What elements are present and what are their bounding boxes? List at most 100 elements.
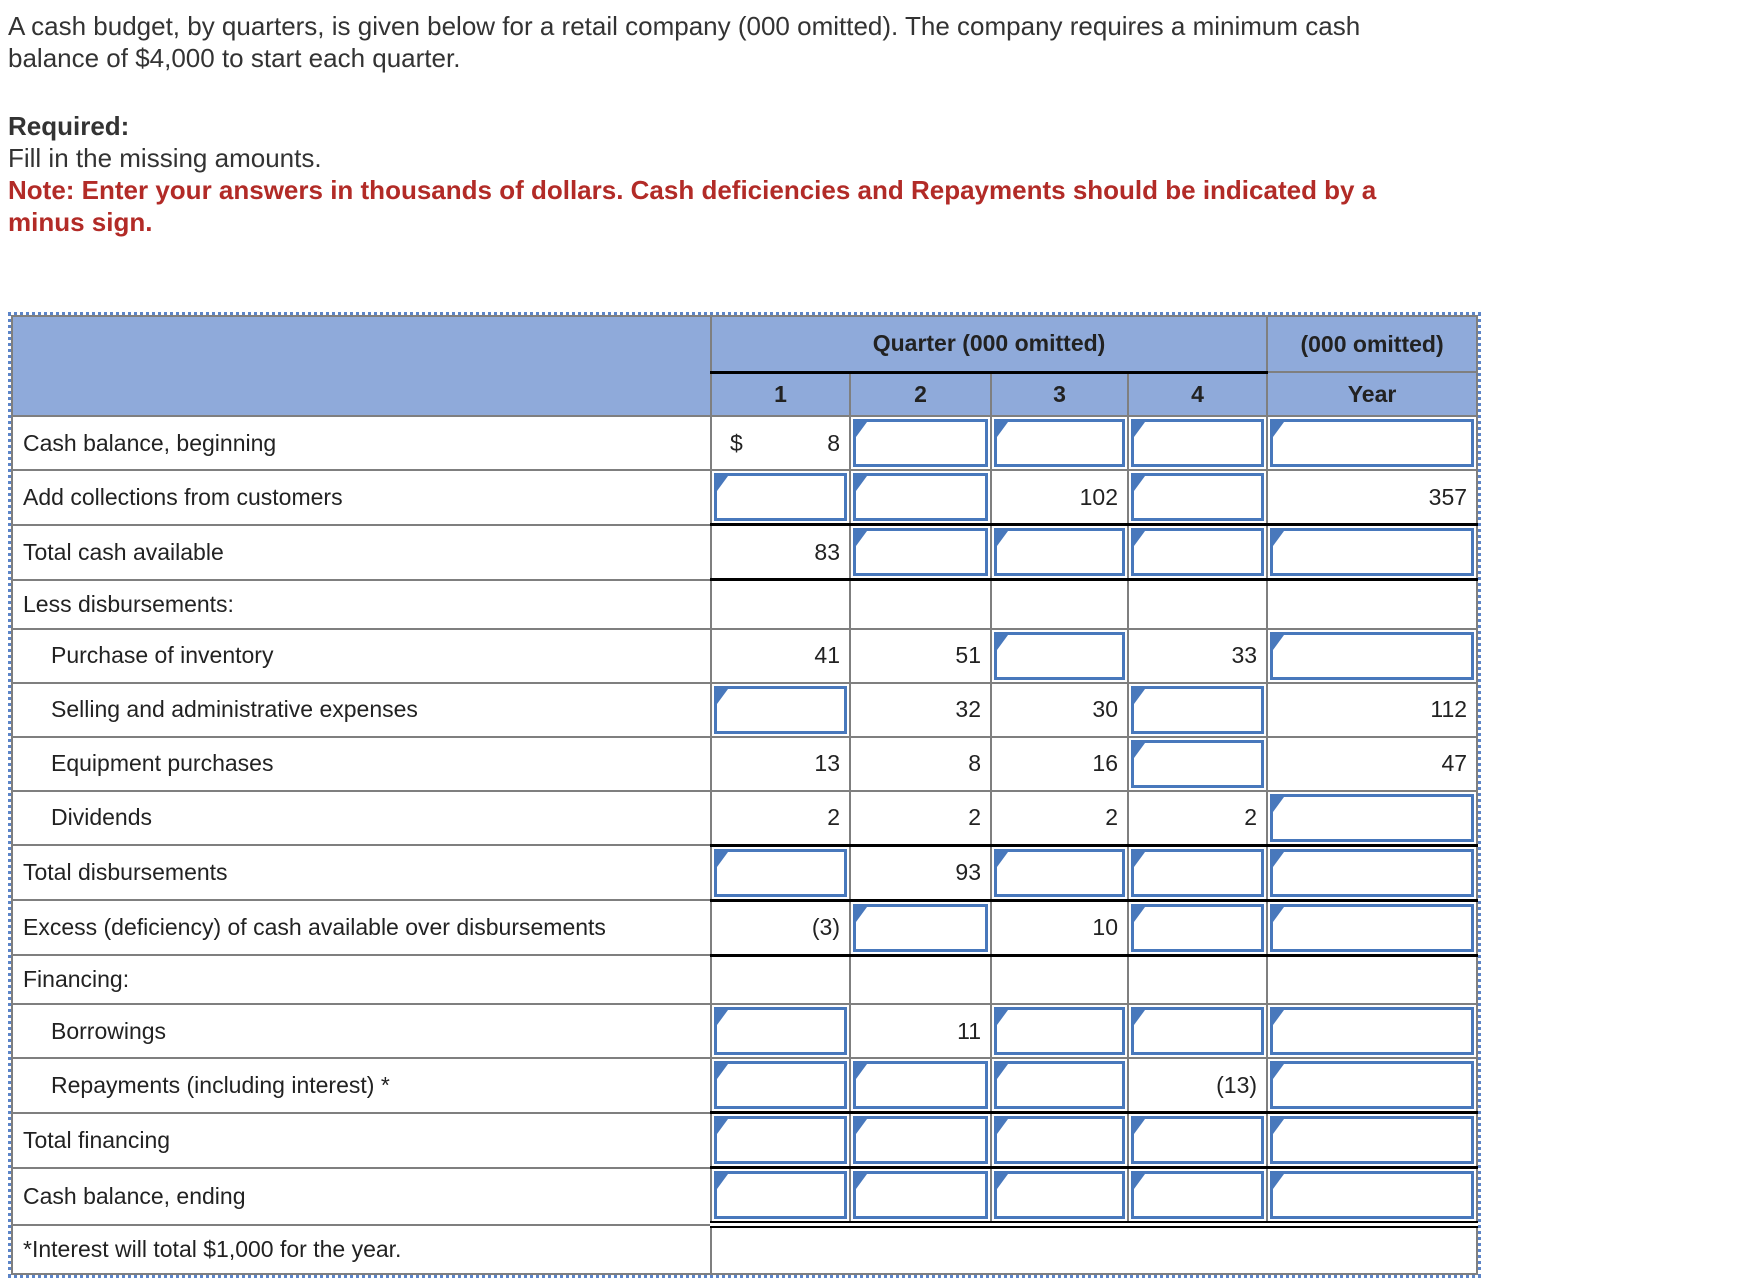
quarter-group-header: Quarter (000 omitted) <box>709 315 1269 374</box>
value-cell: 11 <box>849 1003 992 1059</box>
cell-input[interactable] <box>1270 848 1475 897</box>
table-body: Cash balance, beginning $8 Add collections… <box>11 415 1479 1275</box>
cell-input[interactable] <box>853 1171 988 1218</box>
value-cell <box>1266 415 1479 471</box>
cell-input[interactable] <box>1131 419 1265 467</box>
cell-input[interactable] <box>853 1061 988 1109</box>
row-label: Selling and administrative expenses <box>11 681 712 738</box>
cell-input[interactable] <box>714 1116 847 1164</box>
table-row: Total disbursements 93 <box>11 844 1479 902</box>
value-cell: 2 <box>849 789 992 847</box>
quarter-4-header: 4 <box>1126 371 1269 417</box>
cell-input[interactable] <box>1131 903 1265 952</box>
value-cell <box>849 899 992 957</box>
row-label: *Interest will total $1,000 for the year… <box>11 1223 712 1275</box>
table-row: Cash balance, ending <box>11 1166 1479 1228</box>
value-cell <box>990 415 1129 471</box>
empty-cell <box>710 578 851 630</box>
row-label: Cash balance, beginning <box>11 415 712 471</box>
value-cell: 357 <box>1266 469 1479 526</box>
cell-input[interactable] <box>1131 1171 1265 1218</box>
cell-input[interactable] <box>994 848 1125 897</box>
cell-input[interactable] <box>714 1171 847 1218</box>
value-cell <box>990 844 1129 902</box>
value-cell <box>990 627 1129 684</box>
cell-input[interactable] <box>853 419 988 467</box>
value-cell <box>849 1166 992 1228</box>
empty-cell <box>1126 578 1269 630</box>
cell-input[interactable] <box>1131 848 1265 897</box>
cell-input[interactable] <box>1131 473 1265 521</box>
cell-input[interactable] <box>1270 793 1475 842</box>
empty-cell <box>710 954 851 1005</box>
value-cell <box>1126 844 1269 902</box>
row-label: Cash balance, ending <box>11 1166 712 1226</box>
cell-input[interactable] <box>994 1007 1125 1055</box>
row-label: Total cash available <box>11 523 712 581</box>
cell-input[interactable] <box>994 419 1125 467</box>
value-cell <box>1126 1166 1269 1228</box>
cell-input[interactable] <box>994 631 1125 680</box>
cell-input[interactable] <box>994 528 1125 576</box>
cell-input[interactable] <box>1131 1116 1265 1164</box>
cell-input[interactable] <box>714 848 847 897</box>
cell-input[interactable] <box>1270 1007 1475 1055</box>
cell-input[interactable] <box>714 473 847 521</box>
cell-input[interactable] <box>1270 631 1475 680</box>
value-cell <box>1266 899 1479 957</box>
value-cell: 16 <box>990 735 1129 792</box>
value-cell: 47 <box>1266 735 1479 792</box>
row-label: Add collections from customers <box>11 469 712 526</box>
value-cell <box>1126 735 1269 792</box>
cell-input[interactable] <box>1131 685 1265 734</box>
value-cell: 30 <box>990 681 1129 738</box>
value-cell: 51 <box>849 627 992 684</box>
cell-input[interactable] <box>853 1116 988 1164</box>
header-row-groups: Quarter (000 omitted) (000 omitted) <box>11 315 1479 417</box>
cell-input[interactable] <box>853 903 988 952</box>
value-cell: 13 <box>710 735 851 792</box>
value-cell <box>1266 1166 1479 1228</box>
value-cell: 33 <box>1126 627 1269 684</box>
cell-input[interactable] <box>714 685 847 734</box>
cell-input[interactable] <box>1131 1007 1265 1055</box>
value-cell <box>1126 469 1269 526</box>
cell-input[interactable] <box>853 473 988 521</box>
cell-input[interactable] <box>1270 1116 1475 1164</box>
table-row: *Interest will total $1,000 for the year… <box>11 1223 1479 1275</box>
cell-input[interactable] <box>853 528 988 576</box>
value-cell <box>1266 523 1479 581</box>
empty-cell <box>990 578 1129 630</box>
table-row: Excess (deficiency) of cash available ov… <box>11 899 1479 957</box>
note-text-line2: minus sign. <box>8 207 153 237</box>
value-cell <box>990 1003 1129 1059</box>
value-cell <box>710 1166 851 1228</box>
cell-input[interactable] <box>994 1116 1125 1164</box>
value-cell: $8 <box>710 415 851 471</box>
value-cell: 112 <box>1266 681 1479 738</box>
header-row-columns: 1 2 3 4 Year <box>12 371 1479 417</box>
cell-input[interactable] <box>1131 528 1265 576</box>
row-label: Financing: <box>11 954 712 1005</box>
cell-input[interactable] <box>994 1171 1125 1218</box>
row-label: Dividends <box>11 789 712 846</box>
row-label: Total financing <box>11 1111 712 1169</box>
value-cell <box>1126 681 1269 738</box>
table-row: Borrowings 11 <box>11 1003 1479 1059</box>
cell-input[interactable] <box>1270 419 1475 467</box>
required-label: Required: <box>8 111 130 141</box>
cell-input[interactable] <box>1270 1061 1475 1109</box>
empty-cell <box>1126 954 1269 1005</box>
value-cell: 32 <box>849 681 992 738</box>
empty-cell <box>990 954 1129 1005</box>
table-row: Total financing <box>11 1111 1479 1169</box>
cell-input[interactable] <box>1270 903 1475 952</box>
cell-input[interactable] <box>714 1061 847 1109</box>
cell-input[interactable] <box>1270 1171 1475 1218</box>
cell-input[interactable] <box>1270 528 1475 576</box>
cell-input[interactable] <box>714 1007 847 1055</box>
cell-input[interactable] <box>1131 739 1265 788</box>
cell-input[interactable] <box>994 1061 1125 1109</box>
year-column-header: Year <box>1266 371 1479 417</box>
value-cell <box>849 1111 992 1169</box>
